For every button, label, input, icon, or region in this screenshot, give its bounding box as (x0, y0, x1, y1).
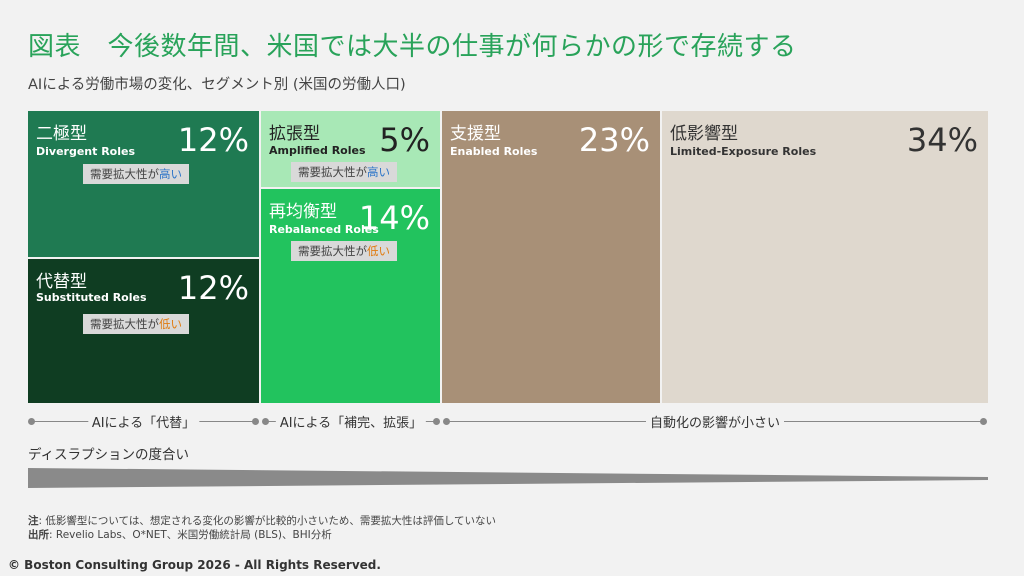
segment-value-label: 12% (177, 269, 249, 307)
segment-value-label: 12% (177, 121, 249, 159)
segment-name-en: Enabled Roles (450, 145, 538, 158)
segment-divergent: 二極型 Divergent Roles 12% 需要拡大性が高い (28, 111, 259, 257)
segment-name-en: Substituted Roles (36, 291, 147, 304)
source-note: 出所: Revelio Labs、O*NET、米国労働統計局 (BLS)、BHI… (28, 529, 332, 541)
segment-limited-exposure: 低影響型 Limited-Exposure Roles 34% (662, 111, 988, 403)
segment-value-label: 23% (578, 121, 650, 159)
group-bracket-low-automation: 自動化の影響が小さい (443, 403, 987, 441)
demand-badge: 需要拡大性が高い (83, 164, 189, 184)
segment-value-label: 14% (358, 199, 430, 237)
demand-badge: 需要拡大性が低い (83, 314, 189, 334)
segment-rebalanced: 再均衡型 Rebalanced Roles 14% 需要拡大性が低い (261, 187, 440, 403)
group-bracket-substitution: AIによる「代替」 (28, 403, 259, 441)
segment-name-jp: 低影響型 (670, 124, 738, 144)
demand-badge: 需要拡大性が低い (291, 241, 397, 261)
demand-badge: 需要拡大性が高い (291, 162, 397, 182)
chart-subtitle: AIによる労働市場の変化、セグメント別 (米国の労働人口) (28, 77, 406, 93)
segment-amplified: 拡張型 Amplified Roles 5% 需要拡大性が高い (261, 111, 440, 187)
group-bracket-augmentation: AIによる「補完、拡張」 (262, 403, 440, 441)
segment-name-jp: 拡張型 (269, 124, 320, 144)
group-label: 自動化の影響が小さい (645, 412, 785, 431)
segment-name-jp: 二極型 (36, 124, 87, 144)
segment-name-en: Amplified Roles (269, 144, 366, 157)
segment-value-label: 5% (379, 121, 430, 159)
group-label: AIによる「補完、拡張」 (275, 412, 427, 431)
segment-enabled: 支援型 Enabled Roles 23% (442, 111, 660, 403)
segment-name-jp: 代替型 (36, 272, 87, 292)
group-label: AIによる「代替」 (87, 412, 200, 431)
segment-name-jp: 再均衡型 (269, 202, 337, 222)
disruption-label: ディスラプションの度合い (28, 447, 190, 463)
segment-substituted: 代替型 Substituted Roles 12% 需要拡大性が低い (28, 257, 259, 403)
segment-name-en: Rebalanced Roles (269, 223, 379, 236)
copyright: © Boston Consulting Group 2026 - All Rig… (8, 558, 381, 572)
segment-value-label: 34% (906, 121, 978, 159)
page-title: 図表 今後数年間、米国では大半の仕事が何らかの形で存続する (28, 32, 797, 62)
footnote: 注: 低影響型については、想定される変化の影響が比較的小さいため、需要拡大性は評… (28, 515, 497, 527)
segment-name-jp: 支援型 (450, 124, 501, 144)
segment-name-en: Divergent Roles (36, 145, 136, 158)
segment-name-en: Limited-Exposure Roles (670, 145, 817, 158)
disruption-gradient-wedge (28, 468, 988, 488)
